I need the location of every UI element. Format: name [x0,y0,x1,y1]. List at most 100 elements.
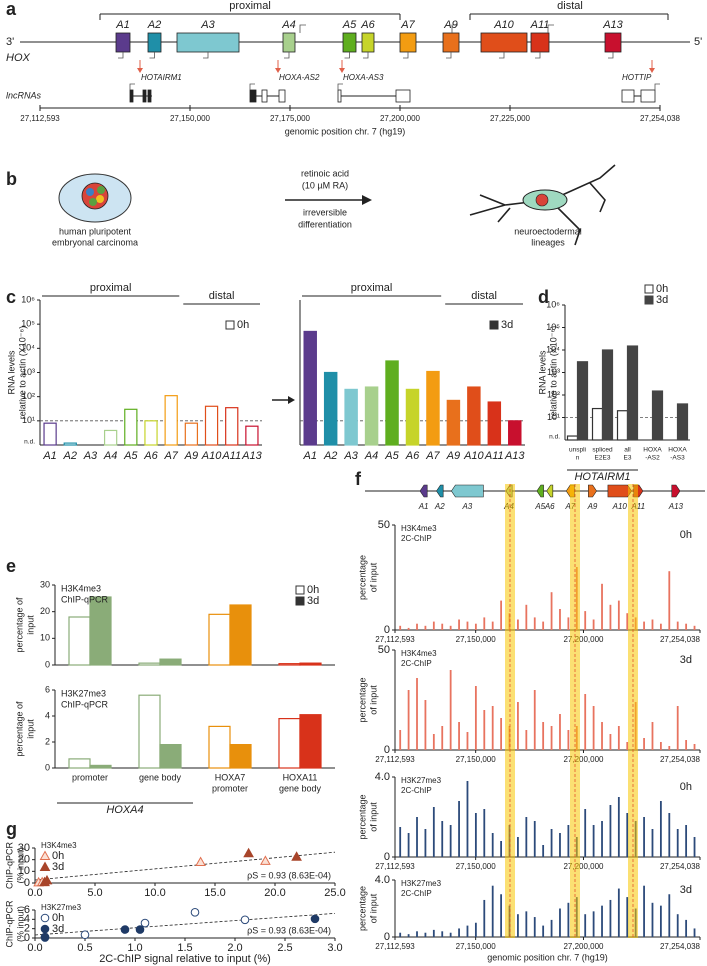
sample-label: 0h [680,529,692,541]
x-tick-label: A11 [221,450,241,462]
gene-label: A13 [668,502,684,511]
x-tick-label: A4 [103,450,117,462]
y-tick-label: 10² [547,389,560,399]
exon [621,89,635,103]
signal-bar [449,825,452,857]
signal-bar [567,730,570,750]
position-label: 27,225,000 [490,114,531,123]
signal-bar [533,821,536,857]
promoter-arrow [446,52,452,59]
signal-bar [685,825,688,857]
bar [676,403,689,441]
gene-label: A2 [147,19,161,31]
promoter-arrow [203,52,209,59]
exon [395,89,411,103]
y-tick-label: 50 [378,519,390,531]
gene-label: A6 [544,502,555,511]
x-tick-label: A6 [143,450,158,462]
signal-bar [432,734,435,750]
tss-arrow [337,83,343,90]
x-tick-label: A3 [343,450,358,462]
cell-label: embryonal carcinoma [52,237,138,247]
promoter-arrow [284,52,290,59]
gene-label: A13 [602,19,623,31]
stat-label: ρS = 0.93 (8.63E-04) [247,870,331,880]
signal-bar [432,621,435,630]
bar [229,604,252,666]
x-tick-label: A7 [163,450,178,462]
signal-bar [399,932,402,937]
signal-bar [651,902,654,937]
y-axis-label: of input [368,685,378,715]
legend-label: 3d [656,294,668,306]
x-tick-label: promoter [72,772,108,782]
signal-bar [449,932,452,937]
y-axis-label: (% input) [15,906,25,942]
x-tick-label: A9 [446,450,460,462]
annotation: 2C-ChIP [401,889,432,898]
signal-bar [567,617,570,630]
signal-bar [491,833,494,857]
signal-bar [517,702,519,750]
tss-arrow [249,83,255,90]
x-tick-label: promoter [212,783,248,793]
x-tick-label: 20.0 [264,887,285,899]
bar [299,662,322,666]
y-tick-label: 0 [384,931,390,943]
x-tick-label: A4 [364,450,378,462]
signal-bar [617,600,620,630]
chromatin [97,186,105,194]
x-tick-label: 1.5 [177,942,192,954]
signal-bar [466,925,469,937]
bar [124,408,138,446]
process-label: differentiation [298,219,352,229]
signal-bar [525,604,528,630]
bar [204,405,219,446]
row-label: lncRNAs [6,90,42,100]
gene-label: A5 [342,19,357,31]
gene-box [480,32,528,53]
signal-bar [668,571,671,630]
signal-bar [491,621,494,630]
arrow-head [137,68,143,73]
signal-bar [685,740,688,750]
signal-bar [592,706,595,750]
legend-label: 3d [52,861,64,873]
y-tick-label: 0 [45,659,50,669]
signal-bar [500,841,503,857]
x-tick-label: HOXA [668,447,687,454]
region-label: distal [557,0,583,12]
bar [89,764,112,769]
y-axis-label: percentage of [14,597,24,653]
y-tick-label: 30 [18,842,30,854]
point [140,918,150,928]
bar [225,407,239,446]
bar [601,349,614,441]
y-tick-label: 20 [18,854,30,866]
bar [278,663,301,666]
region-label: proximal [229,0,271,12]
group-label: distal [209,290,235,302]
bar [144,420,158,446]
sample-label: 0h [680,781,692,793]
point [39,861,51,871]
annotation: H3K27me3 [61,688,106,698]
signal-bar [676,829,679,857]
signal-bar [693,837,696,857]
panel-label: e [6,556,16,576]
x-tick-label: 0.0 [27,887,42,899]
signal-bar [533,617,536,630]
legend-label: 0h [52,912,64,924]
x-tick-label: 2.5 [277,942,292,954]
signal-bar [542,845,545,857]
y-tick-label: 4.0 [375,874,390,886]
bar [446,399,461,446]
x-tick-label: 27,112,593 [375,755,415,764]
signal-bar [659,905,662,937]
gene-box [147,32,162,53]
signal-bar [525,730,528,750]
annotation: 2C-ChIP [401,659,432,668]
annotation: 2C-ChIP [401,786,432,795]
signal-bar [567,902,570,937]
